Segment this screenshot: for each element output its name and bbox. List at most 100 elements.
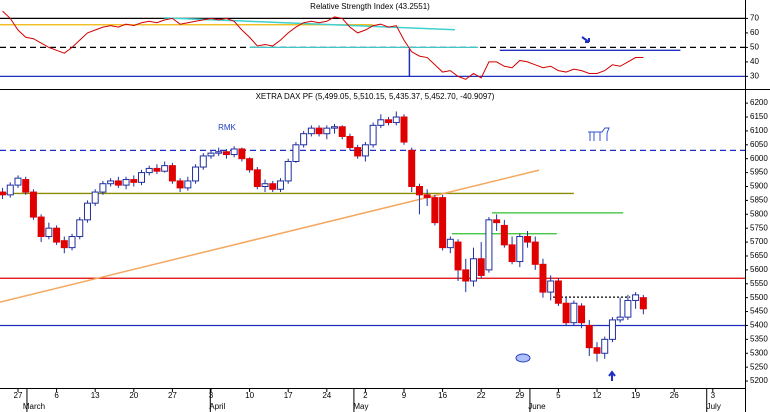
candle-body bbox=[6, 184, 14, 196]
y-tick-label: 5500 bbox=[750, 293, 768, 302]
candle-body bbox=[253, 169, 261, 187]
x-tick-label: 22 bbox=[477, 391, 486, 400]
y-tick-label: 5350 bbox=[750, 334, 768, 343]
y-tick-label: 5800 bbox=[750, 209, 768, 218]
y-tick-label: 6200 bbox=[750, 98, 768, 107]
candle-body bbox=[439, 197, 447, 249]
y-tick-label: 60 bbox=[750, 28, 759, 37]
candle-body bbox=[608, 319, 616, 340]
candle-body bbox=[624, 299, 632, 318]
rsi-line bbox=[2, 10, 644, 80]
candle-body bbox=[562, 302, 570, 324]
candle-body bbox=[14, 177, 22, 186]
up-arrow-icon bbox=[608, 370, 616, 381]
candle-body bbox=[307, 127, 315, 135]
candle-body bbox=[199, 155, 207, 168]
y-tick-label: 5650 bbox=[750, 251, 768, 260]
candle-body bbox=[454, 241, 462, 271]
trend-line bbox=[0, 169, 540, 303]
candle-body bbox=[462, 269, 470, 282]
candle-body bbox=[168, 165, 176, 182]
candle-body bbox=[83, 202, 91, 221]
y-tick-label: 5400 bbox=[750, 321, 768, 330]
y-tick-label: 5750 bbox=[750, 223, 768, 232]
x-tick-label: 20 bbox=[129, 391, 138, 400]
candle-body bbox=[215, 151, 223, 154]
candle-body bbox=[122, 179, 130, 186]
candle-body bbox=[22, 179, 30, 193]
candle-body bbox=[539, 263, 547, 293]
candle-body bbox=[493, 219, 501, 224]
candle-body bbox=[91, 191, 99, 204]
y-tick-label: 5300 bbox=[750, 348, 768, 357]
x-tick-label: 3 bbox=[711, 391, 716, 400]
y-tick-label: 5700 bbox=[750, 237, 768, 246]
candle-body bbox=[138, 172, 146, 183]
y-tick-label: 30 bbox=[750, 72, 759, 81]
candle-body bbox=[392, 116, 400, 124]
annotation: RMK bbox=[218, 123, 236, 132]
candle-body bbox=[292, 144, 300, 162]
x-tick-label: 12 bbox=[593, 391, 602, 400]
candle-body bbox=[516, 236, 524, 263]
candle-body bbox=[585, 324, 593, 349]
candle-body bbox=[601, 338, 609, 354]
y-tick-label: 40 bbox=[750, 57, 759, 66]
x-tick-label: 24 bbox=[322, 391, 331, 400]
trend-line bbox=[163, 17, 455, 31]
candle-body bbox=[114, 180, 122, 186]
x-tick-label: 9 bbox=[402, 391, 407, 400]
candle-body bbox=[477, 258, 485, 276]
candle-body bbox=[616, 316, 624, 321]
month-label: June bbox=[528, 402, 546, 411]
rsi-title: Relative Strength Index (43.2551) bbox=[310, 2, 430, 11]
candle-body bbox=[53, 227, 61, 243]
y-tick-label: 5450 bbox=[750, 307, 768, 316]
x-tick-label: 3 bbox=[209, 391, 214, 400]
candle-body bbox=[192, 166, 200, 182]
y-tick-label: 70 bbox=[750, 14, 759, 23]
x-tick-label: 10 bbox=[245, 391, 254, 400]
candle-body bbox=[469, 258, 477, 282]
candle-body bbox=[578, 305, 586, 324]
candle-body bbox=[338, 126, 346, 137]
candle-body bbox=[145, 167, 153, 174]
x-tick-label: 16 bbox=[438, 391, 447, 400]
candle-body bbox=[400, 116, 408, 143]
candle-body bbox=[554, 280, 562, 304]
candle-body bbox=[184, 180, 192, 189]
candle-body bbox=[107, 180, 115, 185]
x-tick-label: 27 bbox=[14, 391, 23, 400]
bull-icon bbox=[588, 127, 610, 141]
candle-body bbox=[632, 294, 640, 301]
candle-body bbox=[570, 302, 578, 324]
candle-body bbox=[331, 126, 339, 129]
y-tick-label: 5550 bbox=[750, 279, 768, 288]
candle-body bbox=[99, 183, 107, 193]
candle-body bbox=[547, 280, 555, 293]
candle-body bbox=[29, 191, 37, 218]
y-tick-label: 5600 bbox=[750, 265, 768, 274]
y-tick-label: 5850 bbox=[750, 196, 768, 205]
arrow-icon bbox=[581, 36, 590, 43]
y-tick-label: 6150 bbox=[750, 112, 768, 121]
candle-body bbox=[361, 144, 369, 157]
y-tick-label: 5200 bbox=[750, 376, 768, 385]
price-title: XETRA DAX PF (5,499.05, 5,510.15, 5,435.… bbox=[256, 92, 495, 101]
candle-body bbox=[423, 194, 431, 199]
candle-body bbox=[385, 119, 393, 124]
x-tick-label: 13 bbox=[91, 391, 100, 400]
x-tick-label: 29 bbox=[515, 391, 524, 400]
candle-body bbox=[300, 133, 308, 146]
y-tick-label: 50 bbox=[750, 43, 759, 52]
candle-body bbox=[639, 297, 647, 310]
y-tick-label: 6000 bbox=[750, 154, 768, 163]
candle-body bbox=[130, 179, 138, 183]
candle-body bbox=[230, 148, 238, 156]
month-label: May bbox=[353, 402, 368, 411]
candle-body bbox=[323, 127, 331, 135]
candle-body bbox=[369, 124, 377, 146]
candle-body bbox=[354, 147, 362, 157]
x-tick-label: 27 bbox=[168, 391, 177, 400]
candle-body bbox=[346, 135, 354, 149]
